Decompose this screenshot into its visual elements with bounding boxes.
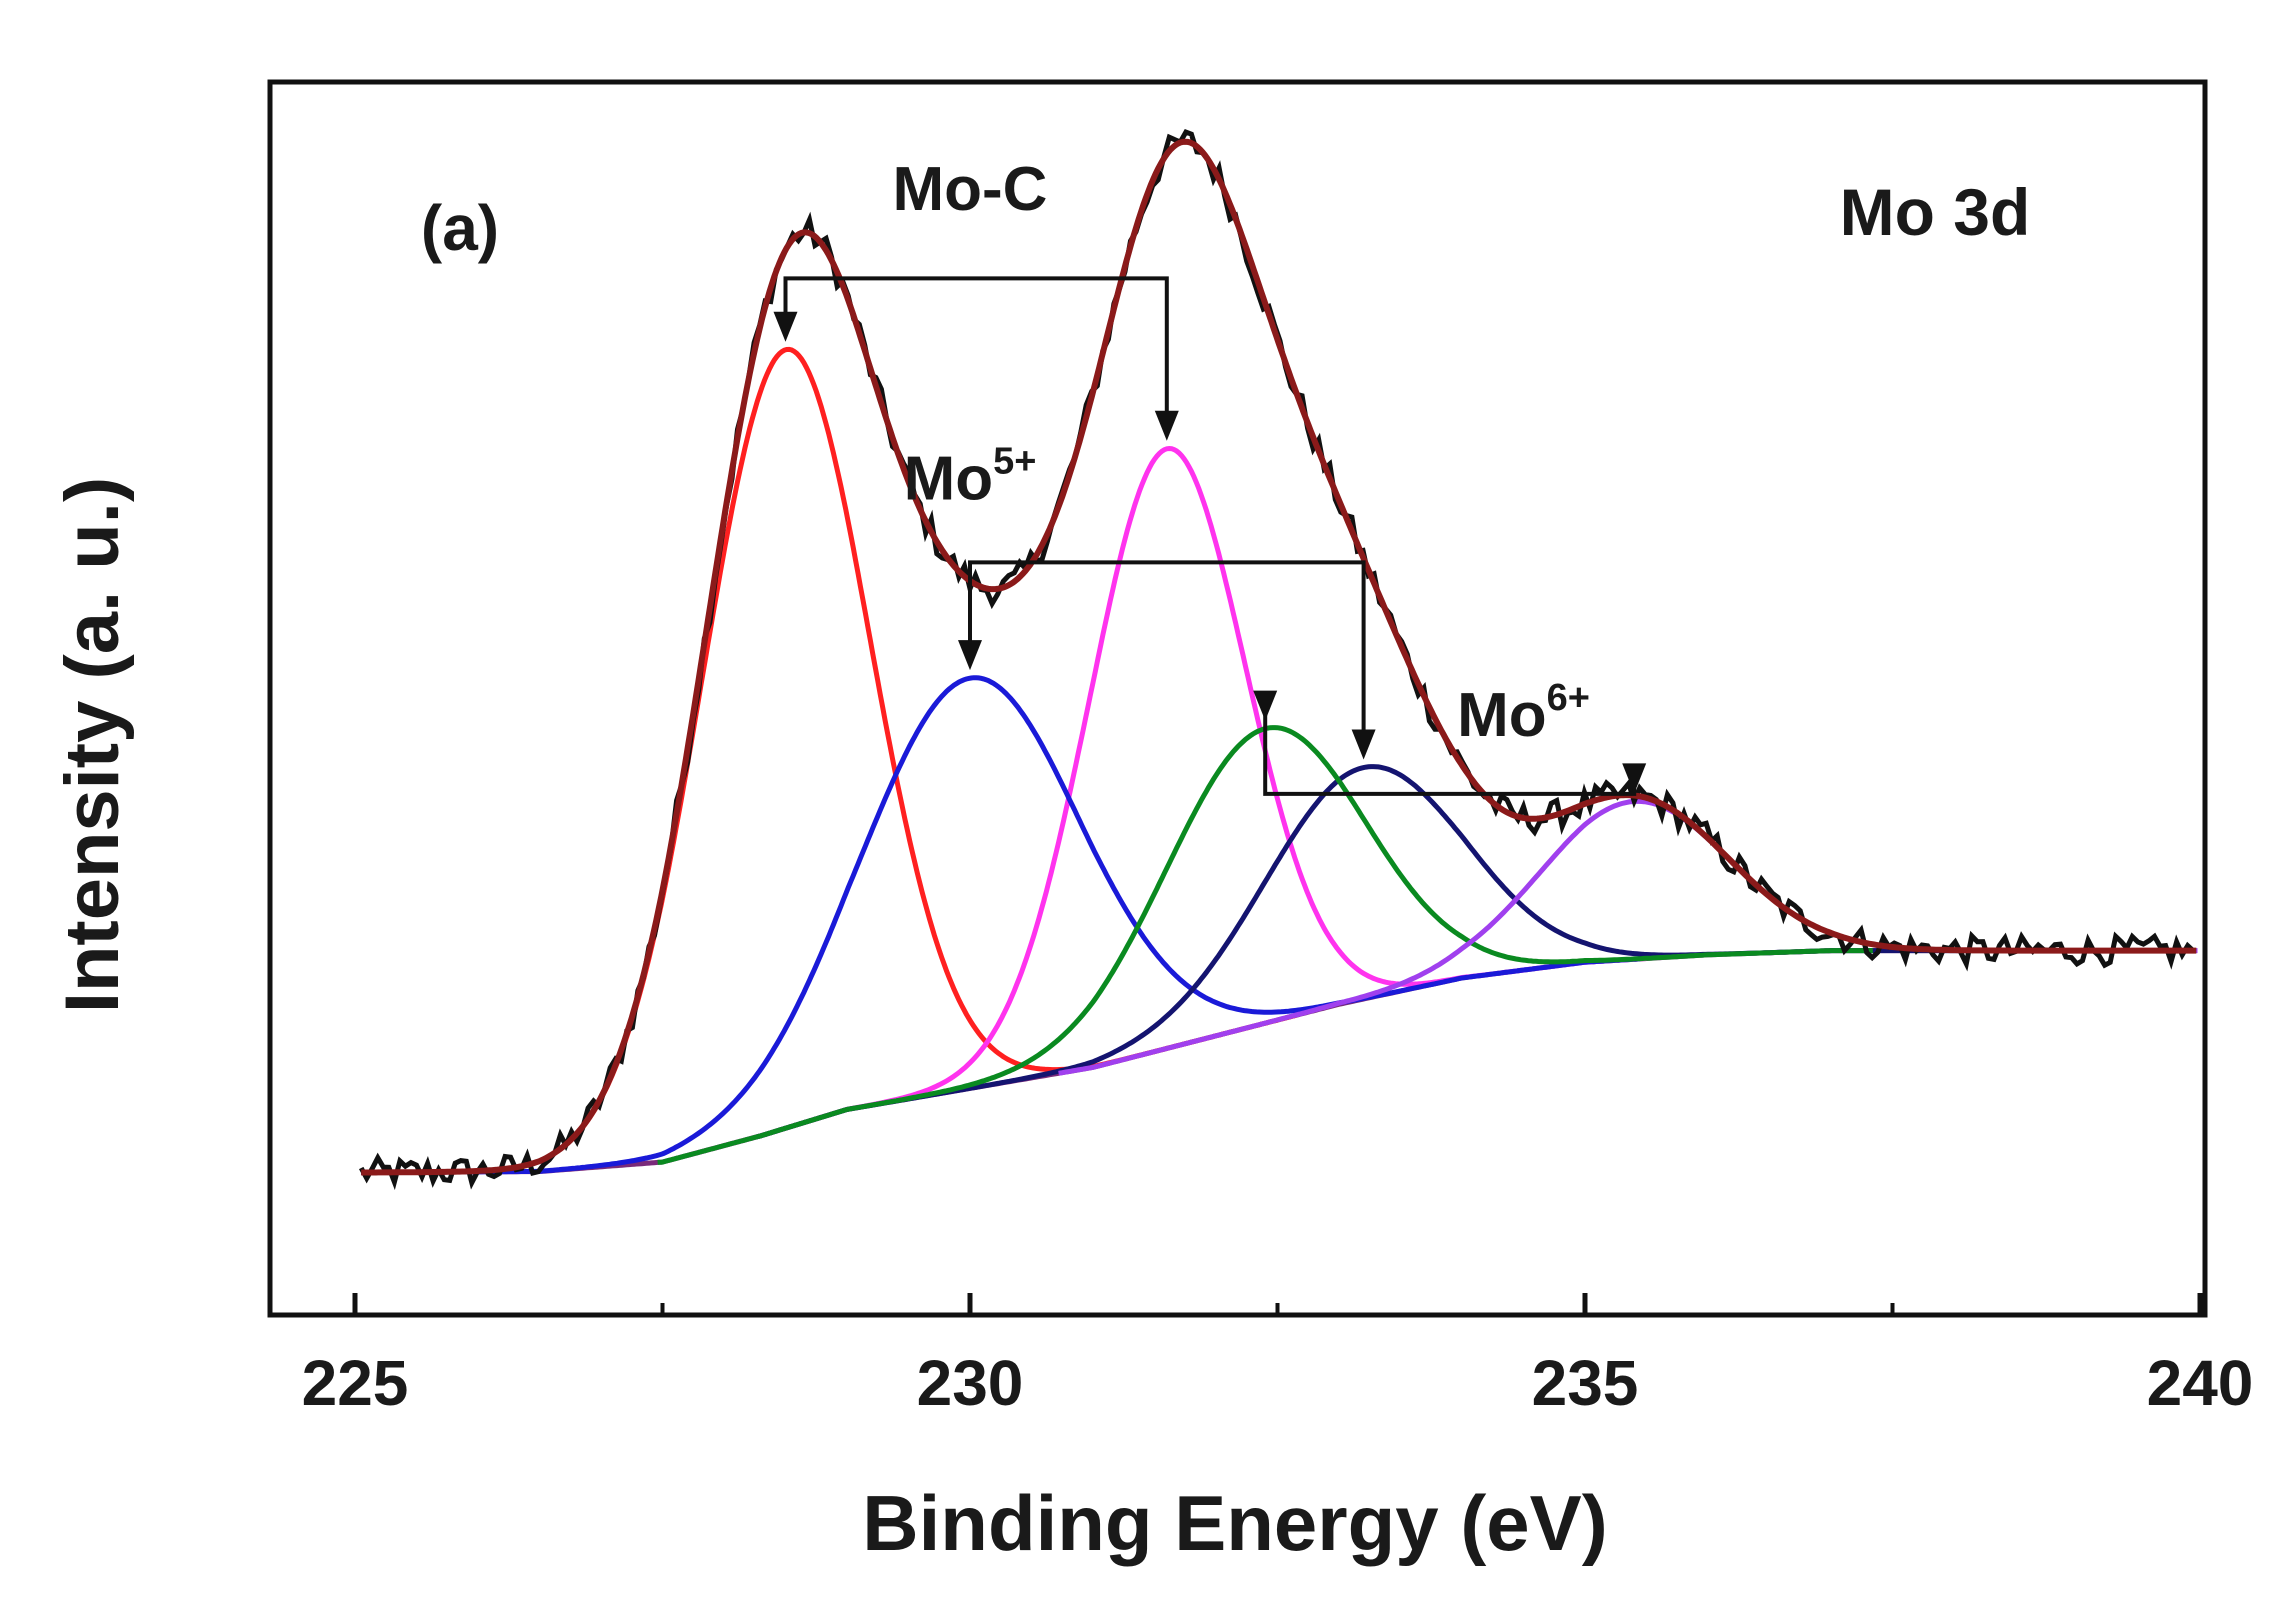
x-tick-label: 230 <box>917 1347 1024 1419</box>
tick-layer: 225 230 235 240 <box>302 1293 2254 1419</box>
annotation-arrowhead <box>1154 410 1179 441</box>
envelope-fit-curve <box>361 138 2197 1176</box>
annotation-2: Mo5+ <box>904 440 1376 760</box>
y-axis-label: Intensity (a. u.) <box>50 477 135 1013</box>
annotation-label: Mo6+ <box>1457 677 1590 750</box>
mo5-3d52-fit-curve <box>361 675 1641 1175</box>
x-tick-label: 225 <box>302 1347 409 1419</box>
region-label: Mo 3d <box>1840 175 2031 249</box>
annotation-3: Mo6+ <box>1253 677 1647 796</box>
x-tick-label: 240 <box>2147 1347 2254 1419</box>
annotation-arrowhead <box>958 640 982 671</box>
annotation-arrowhead <box>1622 763 1647 794</box>
x-tick-label: 235 <box>1532 1347 1639 1419</box>
plot-frame <box>267 79 2208 1318</box>
panel-label: (a) <box>421 192 499 264</box>
annotation-1: Mo-C <box>773 155 1179 441</box>
annotation-label: Mo5+ <box>904 440 1037 513</box>
raw-data-curve <box>358 128 2195 1191</box>
annotation-arrowhead <box>1351 729 1376 760</box>
annotation-arrowhead <box>773 311 798 342</box>
background-curve <box>361 948 2197 1175</box>
x-axis-label: Binding Energy (eV) <box>862 1479 1607 1567</box>
annotation-layer: Mo-C Mo5+ Mo6+ <box>773 155 1647 796</box>
series-layer <box>358 128 2198 1191</box>
annotation-bracket <box>783 276 1169 419</box>
annotation-bracket <box>968 560 1366 738</box>
annotation-arrowhead <box>1253 690 1278 721</box>
annotation-label: Mo-C <box>893 155 1048 224</box>
